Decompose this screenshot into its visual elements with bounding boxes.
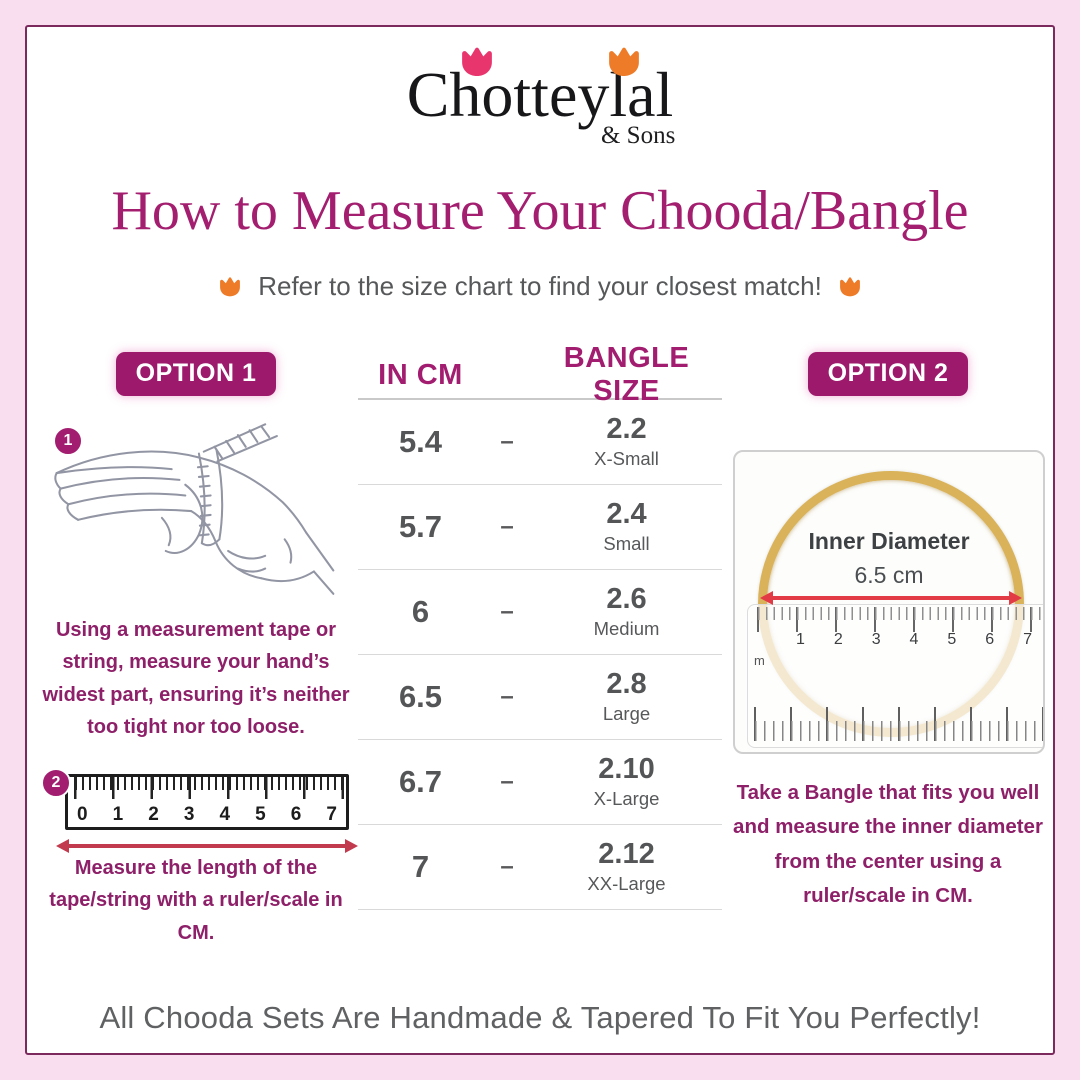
ruler-number: 2	[148, 804, 159, 825]
ruler-number: 7	[326, 804, 337, 825]
size-value: 2.2	[606, 413, 647, 446]
cm-value: 5.4	[398, 424, 443, 459]
table-row: 6.7 – 2.10 X-Large	[358, 740, 722, 825]
logo: Chotteylal & Sons	[27, 47, 1053, 149]
size-chart-header: IN CM BANGLE SIZE	[358, 342, 722, 407]
cm-value: 7	[411, 849, 430, 884]
option1-step1-text: Using a measurement tape or string, meas…	[42, 619, 350, 739]
size-label: XX-Large	[587, 872, 666, 894]
step-1-badge: 1	[53, 426, 83, 456]
bangle-size-cell: 2.6 Medium	[531, 583, 722, 640]
col-header-bangle-size: BANGLE SIZE	[563, 342, 690, 407]
ruler-number: 7	[1023, 631, 1032, 648]
dash: –	[500, 683, 514, 710]
option2-text: Take a Bangle that fits you well and mea…	[733, 781, 1043, 908]
option1-column: OPTION 1 1	[35, 352, 357, 944]
ruler-number: 3	[183, 804, 195, 825]
table-row: 7 – 2.12 XX-Large	[358, 825, 722, 910]
ruler-numbers: 0 1 2 3 4 5 6 7	[77, 804, 337, 826]
option2-badge: OPTION 2	[807, 352, 969, 396]
hand-tape-illustration	[54, 423, 335, 595]
size-value: 2.8	[606, 668, 647, 701]
ruler-figure: 2 0 1 2 3 4 5 6 7	[35, 768, 357, 872]
dash: –	[500, 428, 514, 455]
col-header-cm: IN CM	[378, 358, 463, 391]
table-row: 6.5 – 2.8 Large	[358, 655, 722, 740]
logo-inner: Chotteylal & Sons	[407, 47, 675, 149]
dash: –	[500, 853, 514, 880]
step-2-badge: 2	[41, 768, 71, 798]
ruler-number: 6	[985, 631, 995, 648]
ruler-number: 5	[947, 631, 957, 648]
tulip-orange-icon	[608, 47, 639, 76]
bangle-size-cell: 2.8 Large	[531, 668, 722, 725]
card: Chotteylal & Sons How to Measure Your Ch…	[25, 25, 1055, 1055]
measure-length-arrow	[67, 844, 347, 848]
tulip-pink-icon	[462, 47, 492, 76]
inner-diameter-label: Inner Diameter	[808, 528, 970, 554]
size-value: 2.10	[598, 753, 655, 786]
dash: –	[500, 768, 514, 795]
table-row: 6 – 2.6 Medium	[358, 570, 722, 655]
footer-note: All Chooda Sets Are Handmade & Tapered T…	[99, 1000, 981, 1035]
bangle-size-cell: 2.2 X-Small	[531, 413, 722, 470]
ruler-number: 1	[112, 804, 124, 825]
option2-column: OPTION 2 1 2 3 4 5 6 7 m Inner Diameter 6.5 cm	[727, 352, 1049, 907]
dash: –	[500, 598, 514, 625]
size-chart: IN CM BANGLE SIZE 5.4 – 2.2 X-Small	[358, 342, 722, 910]
ruler-number: 1	[796, 631, 805, 648]
logo-suffix: & Sons	[600, 122, 676, 150]
subtitle: Refer to the size chart to find your clo…	[27, 271, 1053, 302]
ruler-strip-numbers: 1 2 3 4 5 6 7	[796, 631, 1032, 649]
hand-measure-figure: 1	[35, 414, 357, 606]
ruler-number: 4	[909, 631, 919, 648]
table-row: 5.4 – 2.2 X-Small	[358, 400, 722, 485]
ruler-number: 6	[290, 804, 302, 825]
ruler-number: 4	[219, 804, 231, 825]
ruler-number: 5	[255, 804, 266, 825]
size-chart-rows: 5.4 – 2.2 X-Small 5.7 – 2.4	[358, 400, 722, 910]
tulip-right-icon	[839, 276, 860, 296]
bangle-photo: 1 2 3 4 5 6 7 m Inner Diameter 6.5 cm	[733, 450, 1045, 754]
table-row: 5.7 – 2.4 Small	[358, 485, 722, 570]
ruler-illustration: 0 1 2 3 4 5 6 7	[65, 774, 349, 830]
content: OPTION 1 1	[27, 342, 1053, 967]
option1-badge: OPTION 1	[115, 352, 277, 396]
ruler-strip: 1 2 3 4 5 6 7 m	[747, 604, 1043, 748]
option2-badge-row: OPTION 2	[727, 352, 1049, 396]
bangle-size-cell: 2.10 X-Large	[531, 753, 722, 810]
cm-value: 5.7	[398, 509, 443, 544]
size-label: Large	[602, 702, 651, 724]
subtitle-text: Refer to the size chart to find your clo…	[258, 271, 822, 301]
size-value: 2.12	[598, 838, 655, 871]
diameter-arrow	[771, 596, 1011, 600]
ruler-unit-label: m	[754, 653, 765, 668]
page-title: How to Measure Your Chooda/Bangle	[111, 180, 969, 242]
ruler-top-ticks	[748, 607, 1043, 633]
tulip-left-icon	[220, 276, 241, 296]
option1-step2-text: Measure the length of the tape/string wi…	[49, 857, 343, 944]
cm-value: 6.7	[398, 764, 443, 799]
bangle-size-cell: 2.4 Small	[531, 498, 722, 555]
ruler-bottom-ticks	[748, 707, 1043, 741]
ruler-number: 3	[871, 631, 881, 648]
cm-value: 6.5	[398, 679, 443, 714]
size-value: 2.6	[606, 583, 647, 616]
dash: –	[500, 513, 514, 540]
size-value: 2.4	[606, 498, 647, 531]
ruler-number: 2	[833, 631, 843, 648]
size-label: Small	[603, 532, 650, 554]
ruler-number: 0	[77, 804, 88, 825]
size-label: X-Large	[593, 787, 660, 809]
size-label: Medium	[593, 617, 660, 639]
cm-value: 6	[411, 594, 430, 629]
size-label: X-Small	[594, 447, 659, 469]
option1-badge-row: OPTION 1	[35, 352, 357, 396]
bangle-size-cell: 2.12 XX-Large	[531, 838, 722, 895]
inner-diameter-value: 6.5 cm	[854, 562, 924, 588]
